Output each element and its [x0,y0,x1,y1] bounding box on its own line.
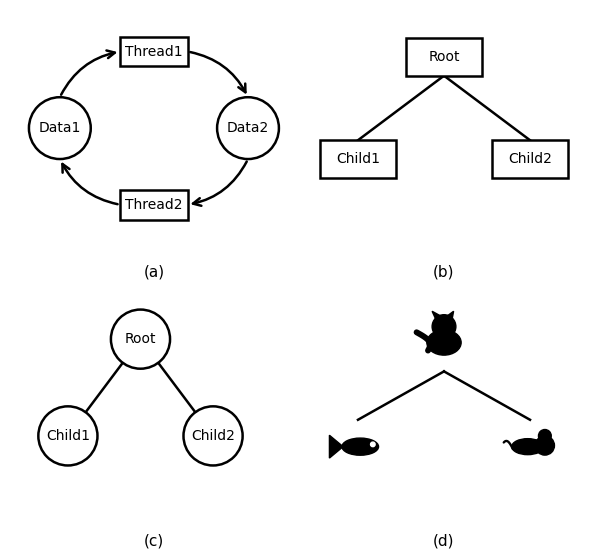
Text: Child2: Child2 [508,152,552,166]
Text: Data2: Data2 [227,121,269,135]
Text: Data1: Data1 [38,121,81,135]
FancyBboxPatch shape [406,38,482,76]
Text: Thread2: Thread2 [125,198,183,212]
Circle shape [111,310,170,368]
Text: Child1: Child1 [46,429,90,443]
Ellipse shape [342,438,378,455]
FancyArrowPatch shape [62,164,118,204]
Text: Child1: Child1 [336,152,380,166]
Text: (b): (b) [433,264,455,279]
Circle shape [38,407,98,465]
Polygon shape [432,311,441,320]
Polygon shape [447,311,453,320]
Text: (c): (c) [144,533,164,548]
Text: Root: Root [125,332,156,346]
Circle shape [371,442,375,447]
FancyBboxPatch shape [493,140,568,178]
Text: Thread1: Thread1 [125,45,183,59]
Text: (a): (a) [143,264,165,279]
Circle shape [184,407,243,465]
Circle shape [432,315,456,338]
Circle shape [217,97,279,159]
FancyBboxPatch shape [320,140,395,178]
Text: (d): (d) [433,533,455,548]
Circle shape [29,97,91,159]
FancyArrowPatch shape [190,52,246,92]
Circle shape [539,430,551,442]
Circle shape [535,436,555,455]
Text: Child2: Child2 [191,429,235,443]
FancyArrowPatch shape [61,50,115,95]
FancyArrowPatch shape [193,161,247,206]
Polygon shape [329,435,343,458]
FancyBboxPatch shape [120,37,188,66]
Text: Root: Root [428,50,460,64]
Ellipse shape [511,438,543,455]
FancyBboxPatch shape [120,190,188,220]
Ellipse shape [427,330,461,355]
